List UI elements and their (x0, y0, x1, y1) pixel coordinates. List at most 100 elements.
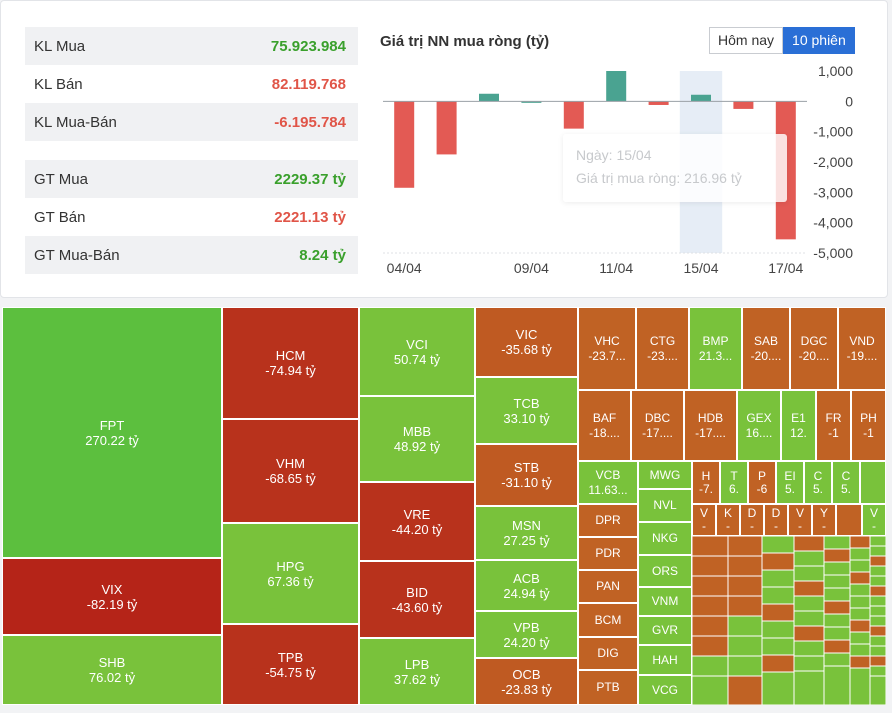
treemap-cell-vcg[interactable]: VCG (638, 675, 692, 705)
treemap-cell-dpr[interactable]: DPR (578, 504, 638, 537)
treemap-cell-mbb[interactable]: MBB 48.92 tỷ (359, 396, 475, 482)
small-treemap-cell[interactable] (869, 536, 886, 547)
treemap-cell-dig[interactable]: DIG (578, 637, 638, 670)
small-treemap-cell[interactable] (869, 665, 886, 677)
treemap-cell-dbc[interactable]: DBC -17.... (631, 390, 684, 461)
treemap-cell-c1[interactable]: C 5. (804, 461, 832, 504)
small-treemap-cell[interactable] (869, 615, 886, 627)
small-treemap-cell[interactable] (849, 595, 871, 609)
treemap-cell-k[interactable]: K- (716, 504, 740, 536)
treemap-cell-pdr[interactable]: PDR (578, 537, 638, 570)
small-treemap-cell[interactable] (793, 610, 825, 627)
treemap-cell-tcb[interactable]: TCB 33.10 tỷ (475, 377, 578, 444)
treemap-cell-bmp[interactable]: BMP 21.3... (689, 307, 742, 390)
treemap-cell-nkg[interactable]: NKG (638, 522, 692, 555)
small-treemap-cell[interactable] (823, 561, 851, 576)
treemap-cell-vhc[interactable]: VHC -23.7... (578, 307, 636, 390)
small-treemap-cell[interactable] (793, 580, 825, 597)
small-treemap-cell[interactable] (849, 536, 871, 549)
ten-sessions-button[interactable]: 10 phiên (783, 27, 855, 54)
treemap-cell-vre[interactable]: VRE -44.20 tỷ (359, 482, 475, 561)
small-treemap-cell[interactable] (761, 637, 795, 656)
treemap-cell-v2[interactable]: V- (788, 504, 812, 536)
treemap-cell-p[interactable]: P -6 (748, 461, 776, 504)
small-treemap-cell[interactable] (727, 536, 763, 557)
today-button[interactable]: Hôm nay (709, 27, 784, 54)
treemap-cell-h[interactable]: H -7. (692, 461, 720, 504)
small-treemap-cell[interactable] (849, 583, 871, 597)
small-treemap-cell[interactable] (869, 585, 886, 597)
treemap-cell-shb[interactable]: SHB 76.02 tỷ (2, 635, 222, 705)
small-treemap-cell[interactable] (727, 635, 763, 657)
treemap-cell-t[interactable]: T 6. (720, 461, 748, 504)
treemap-cell-blank[interactable] (836, 504, 862, 536)
small-treemap-cell[interactable] (823, 600, 851, 615)
small-treemap-cell[interactable] (761, 552, 795, 571)
treemap-cell-hcm[interactable]: HCM -74.94 tỷ (222, 307, 359, 419)
small-treemap-cell[interactable] (761, 620, 795, 639)
treemap-cell-v3[interactable]: V- (862, 504, 886, 536)
small-treemap-cell[interactable] (727, 555, 763, 577)
treemap-cell-vcb[interactable]: VCB 11.63... (578, 461, 638, 504)
small-treemap-cell[interactable] (823, 626, 851, 641)
treemap-cell-hdb[interactable]: HDB -17.... (684, 390, 737, 461)
small-treemap-cell[interactable] (869, 595, 886, 607)
bar-15/04[interactable] (691, 94, 711, 102)
treemap-cell-vix[interactable]: VIX -82.19 tỷ (2, 558, 222, 635)
small-treemap-cell[interactable] (793, 625, 825, 642)
treemap-cell-sab[interactable]: SAB -20.... (742, 307, 790, 390)
treemap-cell-vci[interactable]: VCI 50.74 tỷ (359, 307, 475, 396)
small-treemap-cell[interactable] (849, 571, 871, 585)
treemap-cell-gex[interactable]: GEX 16.... (737, 390, 781, 461)
small-treemap-cell[interactable] (761, 654, 795, 673)
small-treemap-cell[interactable] (761, 569, 795, 588)
treemap-cell-e1[interactable]: E1 12. (781, 390, 816, 461)
treemap-cell-mwg[interactable]: MWG (638, 461, 692, 489)
treemap-cell-vic[interactable]: VIC -35.68 tỷ (475, 307, 578, 377)
treemap-cell-fpt[interactable]: FPT 270.22 tỷ (2, 307, 222, 558)
treemap-cell-acb[interactable]: ACB 24.94 tỷ (475, 560, 578, 611)
bar-10/04[interactable] (563, 101, 584, 129)
treemap-cell-y[interactable]: Y- (812, 504, 836, 536)
treemap-cell-ocb[interactable]: OCB -23.83 tỷ (475, 658, 578, 705)
treemap-cell-c2[interactable]: C 5. (832, 461, 860, 504)
small-treemap-cell[interactable] (849, 619, 871, 633)
small-treemap-cell[interactable] (692, 595, 729, 617)
treemap-cell-ors[interactable]: ORS (638, 555, 692, 587)
small-treemap-cell[interactable] (823, 574, 851, 589)
treemap-cell-dgc[interactable]: DGC -20.... (790, 307, 838, 390)
treemap-cell-nvl[interactable]: NVL (638, 489, 692, 522)
treemap-cell-msn[interactable]: MSN 27.25 tỷ (475, 506, 578, 560)
small-treemap-cell[interactable] (761, 586, 795, 605)
treemap-cell-hpg[interactable]: HPG 67.36 tỷ (222, 523, 359, 624)
small-treemap-cell[interactable] (823, 639, 851, 654)
small-treemap-cell[interactable] (869, 625, 886, 637)
small-treemap-cell[interactable] (823, 613, 851, 628)
treemap-cell-vpb[interactable]: VPB 24.20 tỷ (475, 611, 578, 658)
small-treemap-cell[interactable] (869, 645, 886, 657)
small-treemap-cell[interactable] (849, 643, 871, 657)
small-treemap-cell[interactable] (692, 555, 729, 577)
small-treemap-cell[interactable] (849, 667, 871, 705)
small-treemap-cell[interactable] (823, 587, 851, 602)
small-treemap-cell[interactable] (727, 575, 763, 597)
treemap-cell-vhm[interactable]: VHM -68.65 tỷ (222, 419, 359, 523)
small-treemap-cell[interactable] (727, 655, 763, 677)
bar-09/04[interactable] (521, 101, 542, 103)
small-treemap-cell[interactable] (793, 550, 825, 567)
treemap-cell-gvr[interactable]: GVR (638, 616, 692, 645)
small-treemap-cell[interactable] (869, 635, 886, 647)
treemap-cell-ei[interactable]: EI 5. (776, 461, 804, 504)
small-treemap-cell[interactable] (793, 655, 825, 672)
small-treemap-cell[interactable] (793, 536, 825, 552)
bar-05/04[interactable] (436, 101, 457, 155)
small-treemap-cell[interactable] (849, 559, 871, 573)
bar-12/04[interactable] (648, 101, 669, 105)
small-treemap-cell[interactable] (727, 675, 763, 705)
small-treemap-cell[interactable] (692, 655, 729, 677)
treemap-cell-hah[interactable]: HAH (638, 645, 692, 675)
treemap-cell-misc[interactable] (860, 461, 886, 504)
small-treemap-cell[interactable] (849, 547, 871, 561)
small-treemap-cell[interactable] (849, 631, 871, 645)
small-treemap-cell[interactable] (823, 548, 851, 563)
